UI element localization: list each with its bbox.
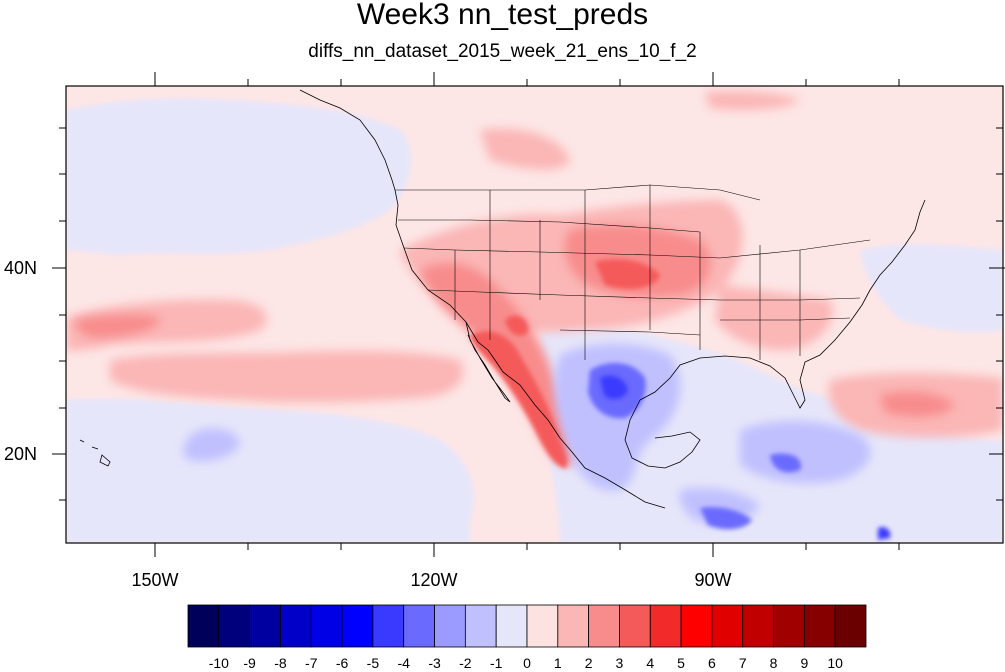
field-level-minus5 bbox=[600, 375, 891, 540]
colorbar-tick-label: -7 bbox=[305, 655, 318, 671]
plot-subtitle: diffs_nn_dataset_2015_week_21_ens_10_f_2 bbox=[308, 41, 697, 62]
colorbar-box bbox=[557, 604, 590, 648]
colorbar-tick-label: 8 bbox=[769, 655, 778, 671]
colorbar-box bbox=[372, 604, 405, 648]
colorbar-box bbox=[742, 604, 774, 648]
lon-label-150w: 150W bbox=[131, 570, 179, 590]
colorbar-box bbox=[280, 604, 312, 648]
colorbar-tick-label: 2 bbox=[584, 655, 593, 671]
colorbar-box bbox=[619, 604, 651, 648]
colorbar-box bbox=[403, 604, 435, 648]
colorbar-box bbox=[711, 604, 744, 648]
colorbar-tick-label: -3 bbox=[428, 655, 441, 671]
contour-field bbox=[66, 86, 1003, 543]
colorbar-box bbox=[773, 604, 805, 648]
colorbar-tick-label: -4 bbox=[397, 655, 410, 671]
colorbar-tick-label: -6 bbox=[335, 655, 349, 671]
lat-label-20n: 20N bbox=[4, 444, 38, 464]
colorbar-tick-label: -2 bbox=[459, 655, 472, 671]
colorbar-tick-label: 6 bbox=[708, 655, 716, 671]
colorbar-box bbox=[803, 604, 836, 648]
state-boundaries bbox=[395, 184, 871, 360]
colorbar-tick-label: -5 bbox=[366, 655, 380, 671]
colorbar bbox=[187, 604, 867, 648]
field-level-minus2 bbox=[183, 343, 871, 525]
colorbar-tick-label: -9 bbox=[243, 655, 256, 671]
colorbar-tick-label: 1 bbox=[553, 655, 562, 671]
coastlines bbox=[79, 89, 926, 509]
colorbar-box bbox=[310, 604, 343, 648]
colorbar-box bbox=[680, 604, 713, 648]
colorbar-box bbox=[341, 604, 374, 648]
colorbar-tick-label: 0 bbox=[523, 655, 531, 671]
lon-label-90w: 90W bbox=[694, 570, 732, 590]
colorbar-tick-label: -8 bbox=[274, 655, 287, 671]
colorbar-box bbox=[249, 604, 281, 648]
colorbar-box bbox=[649, 604, 682, 648]
colorbar-tick-label: 4 bbox=[646, 655, 655, 671]
colorbar-tick-label: 3 bbox=[615, 655, 624, 671]
colorbar-box bbox=[464, 604, 497, 648]
colorbar-box bbox=[526, 604, 559, 648]
field-level-4 bbox=[470, 259, 660, 468]
colorbar-tick-label: -1 bbox=[489, 655, 503, 671]
colorbar-box bbox=[434, 604, 466, 648]
colorbar-tick-label: 7 bbox=[738, 655, 747, 671]
colorbar-box bbox=[834, 604, 867, 648]
lat-label-40n: 40N bbox=[4, 258, 38, 278]
colorbar-box bbox=[495, 604, 528, 648]
axis-ticks bbox=[52, 72, 1005, 557]
colorbar-box bbox=[187, 604, 220, 648]
plot-title: Week3 nn_test_preds bbox=[356, 0, 649, 31]
colorbar-tick-label: 10 bbox=[827, 655, 843, 671]
lon-label-120w: 120W bbox=[410, 570, 458, 590]
colorbar-tick-label: -10 bbox=[208, 655, 229, 671]
colorbar-tick-label: 9 bbox=[800, 655, 809, 671]
colorbar-tick-label: 5 bbox=[677, 655, 685, 671]
colorbar-box bbox=[218, 604, 251, 648]
colorbar-box bbox=[588, 604, 620, 648]
